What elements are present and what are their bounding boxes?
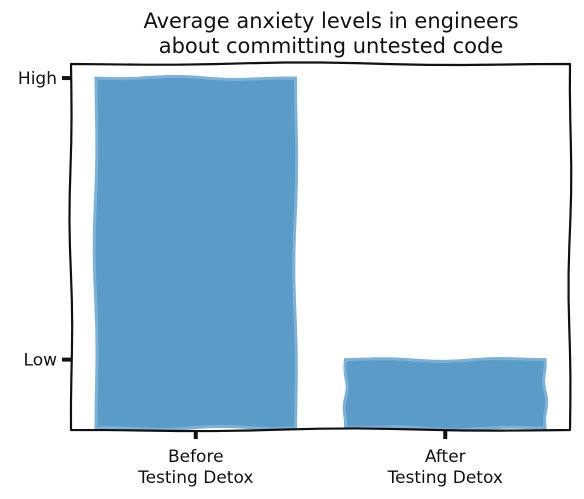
chart-title: Average anxiety levels in engineers abou… xyxy=(143,9,518,58)
x-tick-label-0-line-0: Before xyxy=(168,447,224,467)
y-tick-label-0: High xyxy=(18,69,57,89)
bar-1 xyxy=(342,357,549,432)
chart-title-line-2: about committing untested code xyxy=(159,34,504,58)
plot-frame xyxy=(68,61,573,433)
x-tick-label-1-line-0: After xyxy=(425,447,466,467)
bars xyxy=(92,74,549,432)
chart-title-line-1: Average anxiety levels in engineers xyxy=(143,9,518,33)
x-tick-label-1-line-1: Testing Detox xyxy=(387,468,503,488)
y-axis-ticks: High Low xyxy=(18,69,71,371)
y-tick-label-1: Low xyxy=(24,351,58,371)
bar-0 xyxy=(92,74,299,431)
x-tick-label-0-line-1: Testing Detox xyxy=(137,468,253,488)
